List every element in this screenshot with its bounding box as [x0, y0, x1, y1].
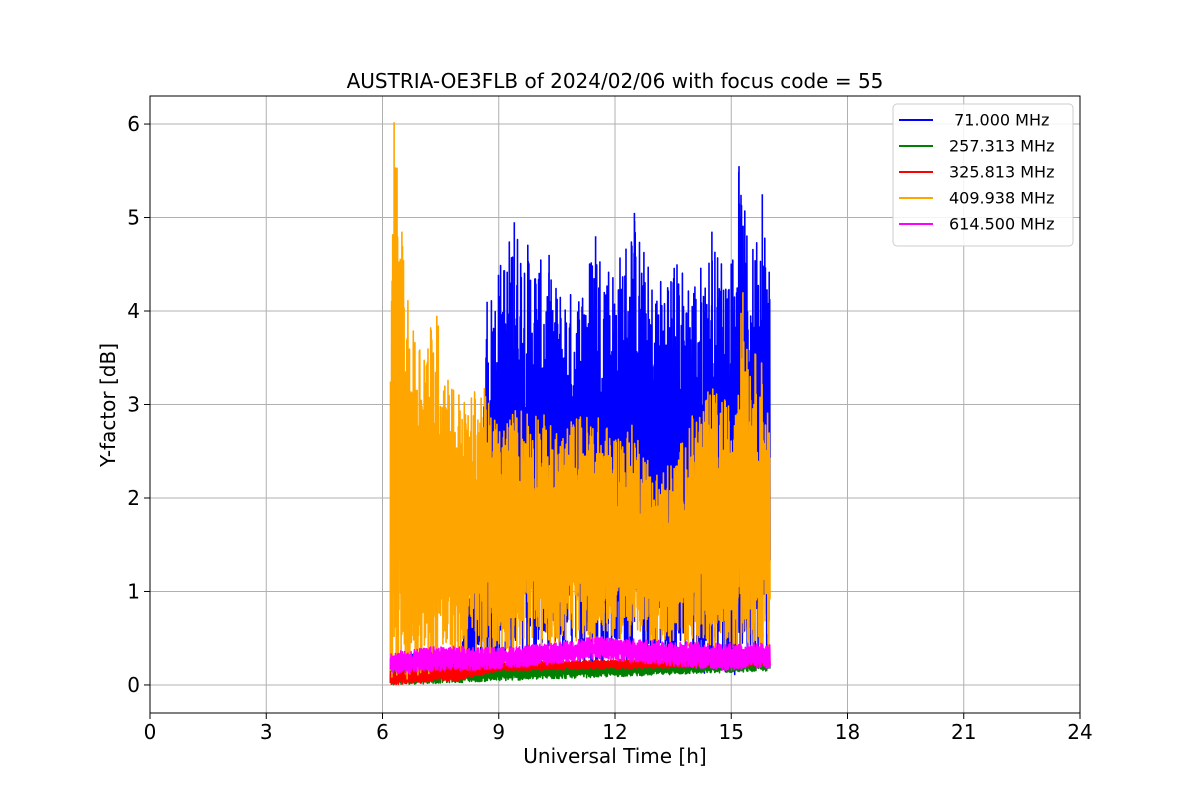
- y-axis-label: Y-factor [dB]: [96, 343, 120, 468]
- legend-label: 325.813 MHz: [949, 163, 1054, 182]
- legend: 71.000 MHz 257.313 MHz 325.813 MHz 409.938 …: [892, 103, 1074, 247]
- x-tick-label: 15: [719, 720, 744, 744]
- y-tick-label: 1: [127, 579, 140, 603]
- legend-box: [892, 103, 1074, 247]
- series-line-3: [389, 122, 771, 680]
- y-tick-label: 4: [127, 299, 140, 323]
- y-tick-label: 6: [127, 112, 140, 136]
- x-tick-label: 0: [144, 720, 157, 744]
- y-tick-label: 5: [127, 206, 140, 230]
- legend-label: 614.500 MHz: [949, 215, 1054, 234]
- y-tick-label: 0: [127, 673, 140, 697]
- chart-title: AUSTRIA-OE3FLB of 2024/02/06 with focus …: [347, 69, 884, 93]
- x-tick-label: 12: [602, 720, 627, 744]
- x-tick-label: 9: [492, 720, 505, 744]
- legend-label: 257.313 MHz: [949, 137, 1054, 156]
- y-tick-label: 2: [127, 486, 140, 510]
- data-series: [389, 122, 771, 686]
- x-tick-label: 18: [835, 720, 860, 744]
- x-tick-label: 24: [1067, 720, 1092, 744]
- legend-label: 71.000 MHz: [949, 111, 1049, 130]
- x-tick-label: 3: [260, 720, 273, 744]
- y-tick-label: 3: [127, 393, 140, 417]
- series-line-4: [389, 636, 771, 675]
- x-tick-label: 21: [951, 720, 976, 744]
- x-axis-label: Universal Time [h]: [523, 744, 706, 768]
- legend-label: 409.938 MHz: [949, 189, 1054, 208]
- x-tick-label: 6: [376, 720, 389, 744]
